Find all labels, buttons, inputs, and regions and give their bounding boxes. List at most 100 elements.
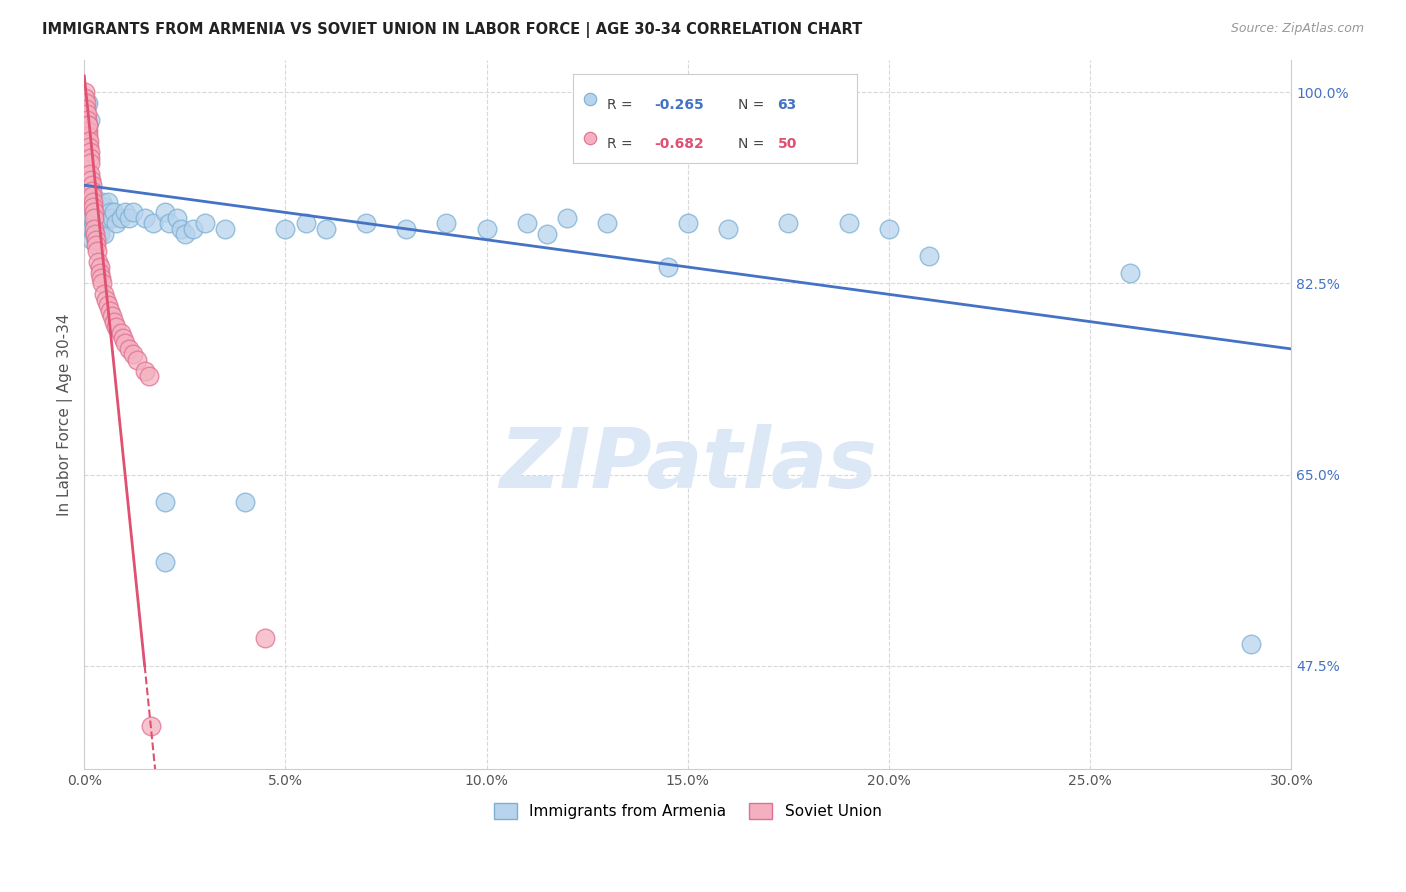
Point [89,200,111,214]
Point [89,227,111,242]
Point [77,96,100,111]
Point [121,347,143,361]
Legend: Immigrants from Armenia, Soviet Union: Immigrants from Armenia, Soviet Union [488,797,887,825]
Point [134,211,156,225]
Point [79,145,101,160]
Point [157,216,180,230]
Point [110,326,132,340]
Point [79,189,101,203]
Point [114,336,136,351]
Point [83,227,105,242]
Point [75,86,97,100]
Point [101,211,124,225]
Point [315,222,337,236]
Point [75,96,97,111]
Point [87,205,110,219]
Point [139,718,162,732]
Point [76,107,98,121]
Point [181,222,204,236]
Point [76,112,98,127]
Point [114,205,136,219]
Point [82,200,104,214]
Point [125,352,148,367]
Point [166,211,188,225]
Point [153,205,176,219]
Point [76,118,98,132]
Point [83,211,105,225]
Point [89,260,111,274]
Point [778,216,800,230]
Point [79,156,101,170]
Point [142,216,165,230]
Point [153,495,176,509]
Point [86,194,108,209]
Text: Source: ZipAtlas.com: Source: ZipAtlas.com [1230,22,1364,36]
Point [354,216,377,230]
Point [153,555,176,569]
Point [79,112,101,127]
Point [80,184,103,198]
Point [657,260,679,274]
Point [105,216,128,230]
Point [536,227,558,242]
Point [134,364,156,378]
Point [596,216,619,230]
Point [97,298,120,312]
Point [117,342,139,356]
Point [194,216,217,230]
Point [111,331,134,345]
Point [87,227,110,242]
Point [82,211,104,225]
Point [83,222,105,236]
Text: ZIPatlas: ZIPatlas [499,424,877,505]
Point [77,140,100,154]
Point [434,216,457,230]
Point [82,222,104,236]
Point [86,238,108,252]
Point [676,216,699,230]
Y-axis label: In Labor Force | Age 30-34: In Labor Force | Age 30-34 [58,313,73,516]
Point [1240,637,1263,651]
Point [918,249,941,263]
Point [717,222,740,236]
Point [80,172,103,186]
Point [170,222,193,236]
Point [89,211,111,225]
Point [117,211,139,225]
Point [87,254,110,268]
Point [91,277,114,291]
Point [90,271,112,285]
Point [101,309,124,323]
Point [82,189,104,203]
Point [91,194,114,209]
Point [254,632,277,646]
Point [516,216,538,230]
Point [105,320,128,334]
Point [103,205,125,219]
Point [274,222,297,236]
Point [103,315,125,329]
Point [83,200,105,214]
Point [93,287,115,301]
Point [838,216,860,230]
Point [97,194,120,209]
Point [96,293,118,307]
Point [89,266,111,280]
Point [100,205,122,219]
Point [75,91,97,105]
Point [93,227,115,242]
Point [82,233,104,247]
Point [79,151,101,165]
Point [84,227,107,242]
Point [110,211,132,225]
Point [93,211,115,225]
Point [395,222,418,236]
Point [83,216,105,230]
Point [97,211,120,225]
Point [233,495,256,509]
Point [77,118,100,132]
Point [294,216,316,230]
Point [1119,266,1142,280]
Point [77,123,100,137]
Point [77,128,100,143]
